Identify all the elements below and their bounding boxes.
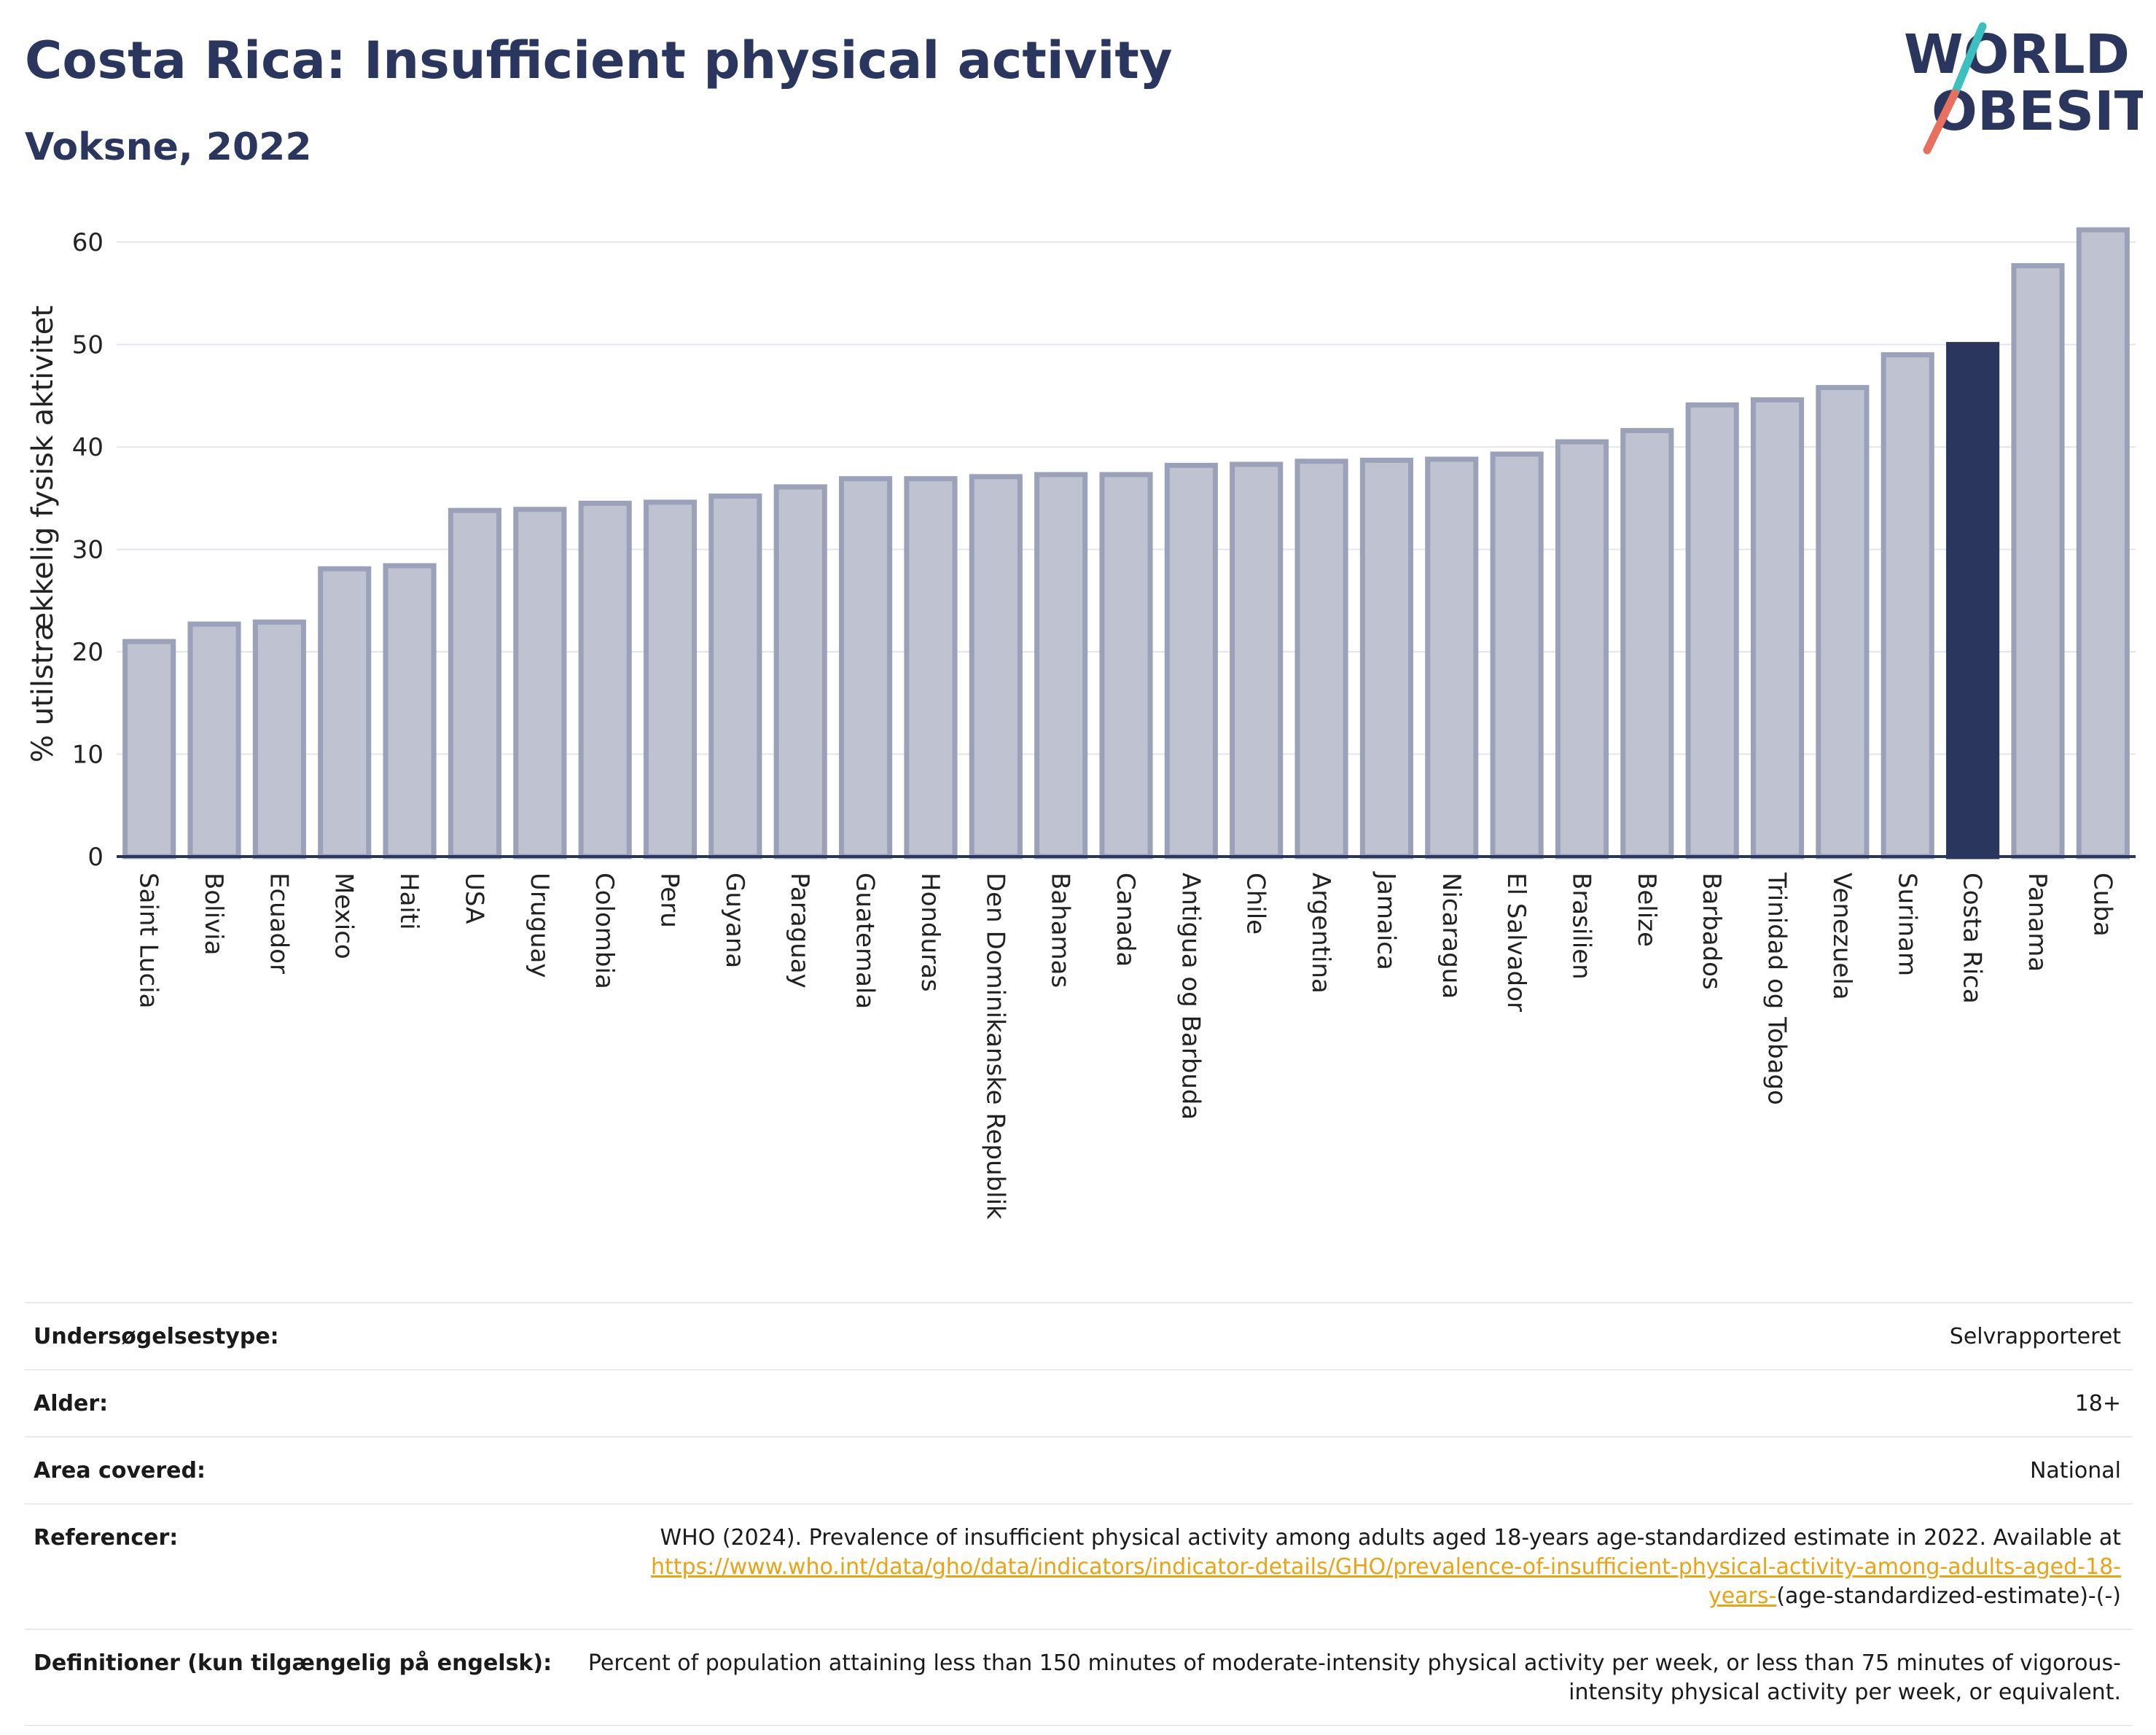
y-tick-label: 40	[72, 433, 103, 462]
bar-paraguay	[773, 484, 827, 859]
y-tick-label: 10	[72, 741, 103, 770]
bar-panama	[2011, 262, 2065, 859]
x-tick-label: Honduras	[915, 873, 945, 992]
x-tick-label: Trinidad og Tobago	[1762, 872, 1792, 1105]
x-tick-label: Paraguay	[785, 873, 814, 989]
x-tick-label: Barbados	[1697, 873, 1726, 990]
x-tick-label: Guyana	[720, 873, 749, 968]
x-tick-label: Jamaica	[1371, 871, 1400, 970]
x-tick-label: Den Dominikanske Republik	[980, 873, 1009, 1220]
info-row-age: Alder: 18+	[25, 1371, 2133, 1438]
logo-word-obesity: OBESITY	[1932, 80, 2143, 143]
bar-surinam	[1880, 352, 1934, 859]
x-tick-label: Nicaragua	[1437, 873, 1466, 999]
y-tick-label: 30	[72, 536, 103, 565]
info-label: Definitioner (kun tilgængelig på engelsk…	[34, 1650, 552, 1676]
info-value: Selvrapporteret	[1949, 1324, 2121, 1349]
bar-saint-lucia	[122, 639, 176, 859]
x-tick-label: Belize	[1632, 873, 1661, 947]
bar-trinidad-og-tobago	[1750, 397, 1805, 859]
x-tick-label: El Salvador	[1501, 873, 1531, 1012]
info-value: Percent of population attaining less tha…	[587, 1650, 2121, 1705]
bar-chart: 0 10 20 30 40 50 60 % utilstrækkelig fysisk akt…	[26, 227, 2136, 1220]
bar-den-dominikanske-republik	[969, 474, 1023, 859]
logo-slash-coral	[1923, 89, 1959, 155]
y-tick-label: 20	[72, 638, 103, 667]
x-tick-label: Ecuador	[264, 873, 293, 974]
x-tick-label: Bolivia	[199, 873, 228, 955]
bar-bolivia	[187, 621, 241, 859]
bar-belize	[1620, 428, 1674, 859]
info-label: Alder:	[34, 1391, 109, 1416]
info-label: Undersøgelsestype:	[34, 1324, 279, 1349]
bar-jamaica	[1359, 457, 1413, 859]
info-label: Referencer:	[34, 1525, 179, 1551]
page-subtitle: Voksne, 2022	[25, 125, 312, 169]
reference-suffix: (age-standardized-estimate)-(-)	[1776, 1583, 2121, 1609]
x-tick-label: Venezuela	[1827, 873, 1856, 1000]
info-row-area: Area covered: National	[25, 1438, 2133, 1505]
x-tick-label: Bahamas	[1046, 873, 1075, 988]
bar-cuba	[2076, 227, 2130, 859]
x-tick-label: Colombia	[590, 873, 619, 989]
y-axis-title: % utilstrækkelig fysisk aktivitet	[26, 305, 60, 763]
reference-text: WHO (2024). Prevalence of insufficient p…	[660, 1525, 2121, 1551]
world-obesity-logo: WORLD OBESITY	[1904, 22, 2143, 155]
info-label: Area covered:	[34, 1458, 206, 1483]
bar-chile	[1230, 461, 1284, 859]
bar-canada	[1099, 472, 1153, 859]
x-tick-label: USA	[459, 873, 488, 924]
bar-mexico	[318, 566, 372, 859]
info-row-references: Referencer: WHO (2024). Prevalence of in…	[25, 1505, 2133, 1630]
logo-slash-teal	[1950, 22, 1987, 98]
bar-barbados	[1685, 402, 1739, 859]
x-tick-label: Saint Lucia	[134, 873, 163, 1008]
bar-bahamas	[1034, 472, 1088, 859]
info-value: 18+	[2074, 1391, 2121, 1416]
bar-uruguay	[513, 507, 567, 859]
bar-costa-rica	[1946, 342, 2000, 859]
reference-link[interactable]: https://www.who.int/data/gho/data/indica…	[651, 1554, 2121, 1609]
x-tick-label: Surinam	[1892, 873, 1921, 976]
bar-nicaragua	[1425, 456, 1479, 859]
bar-antigua-og-barbuda	[1164, 462, 1218, 859]
y-tick-label: 50	[72, 331, 103, 360]
bar-colombia	[578, 500, 632, 859]
page-title: Costa Rica: Insufficient physical activi…	[25, 31, 1173, 90]
info-row-definitions: Definitioner (kun tilgængelig på engelsk…	[25, 1630, 2133, 1726]
bar-venezuela	[1816, 385, 1870, 859]
y-tick-label: 60	[72, 228, 103, 257]
y-tick-label: 0	[87, 843, 103, 872]
x-tick-label: Cuba	[2087, 873, 2117, 937]
x-tick-label: Antigua og Barbuda	[1176, 873, 1205, 1120]
bar-haiti	[383, 563, 437, 859]
bar-peru	[643, 499, 698, 859]
bar-guatemala	[839, 476, 893, 859]
x-tick-label: Costa Rica	[1958, 873, 1987, 1004]
x-tick-label: Peru	[655, 873, 684, 928]
bar-brasilien	[1555, 439, 1609, 859]
logo-word-world: WORLD	[1904, 23, 2130, 86]
bar-honduras	[904, 476, 958, 859]
x-tick-label: Argentina	[1306, 873, 1335, 994]
x-tick-label: Uruguay	[525, 873, 554, 978]
x-tick-label: Canada	[1111, 873, 1140, 967]
info-row-survey-type: Undersøgelsestype: Selvrapporteret	[25, 1303, 2133, 1371]
x-tick-label: Brasilien	[1566, 873, 1595, 980]
x-tick-label: Chile	[1241, 873, 1270, 935]
x-tick-label: Haiti	[394, 873, 423, 930]
x-tick-label: Mexico	[329, 873, 359, 959]
x-tick-label: Guatemala	[851, 873, 880, 1009]
bar-el-salvador	[1490, 451, 1544, 859]
x-tick-label: Panama	[2023, 873, 2052, 972]
info-value: WHO (2024). Prevalence of insufficient p…	[587, 1524, 2133, 1611]
bar-ecuador	[252, 619, 306, 859]
bar-usa	[448, 507, 502, 859]
info-table: Undersøgelsestype: Selvrapporteret Alder…	[25, 1302, 2133, 1726]
bar-guyana	[708, 494, 762, 859]
bar-argentina	[1294, 459, 1348, 859]
info-value: National	[2029, 1458, 2121, 1483]
